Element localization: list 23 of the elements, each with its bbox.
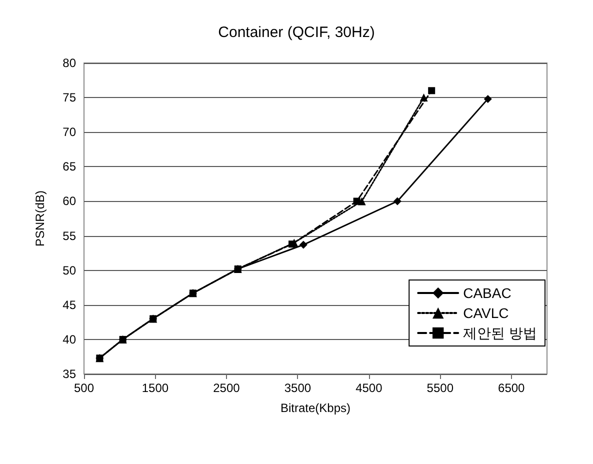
x-tick-label: 1500 xyxy=(142,381,169,395)
x-tick-label: 2500 xyxy=(213,381,240,395)
y-tick-label: 55 xyxy=(62,228,76,243)
y-tick-label: 65 xyxy=(62,160,76,174)
x-axis-title: Bitrate(Kbps) xyxy=(280,401,351,415)
x-tick-label: 6500 xyxy=(498,381,526,395)
y-tick-label: 35 xyxy=(62,367,76,381)
y-tick-label: 40 xyxy=(62,332,76,346)
x-tick-label: 4500 xyxy=(356,381,383,395)
y-axis-title: PSNR(dB) xyxy=(33,190,47,247)
x-tick-label: 500 xyxy=(74,381,94,395)
x-tick-label: 5500 xyxy=(426,381,454,395)
y-tick-label: 80 xyxy=(62,56,76,70)
x-tick-label: 3500 xyxy=(284,381,312,395)
y-tick-label: 70 xyxy=(62,125,76,140)
y-tick-label: 50 xyxy=(62,263,76,278)
legend-label: 제안된 방법 xyxy=(463,325,537,341)
legend-label: CAVLC xyxy=(463,305,509,321)
chart-title: Container (QCIF, 30Hz) xyxy=(218,24,375,41)
y-tick-label: 60 xyxy=(62,194,76,208)
y-tick-label: 75 xyxy=(62,90,76,105)
legend-label: CABAC xyxy=(463,285,512,301)
y-tick-label: 45 xyxy=(62,298,76,312)
